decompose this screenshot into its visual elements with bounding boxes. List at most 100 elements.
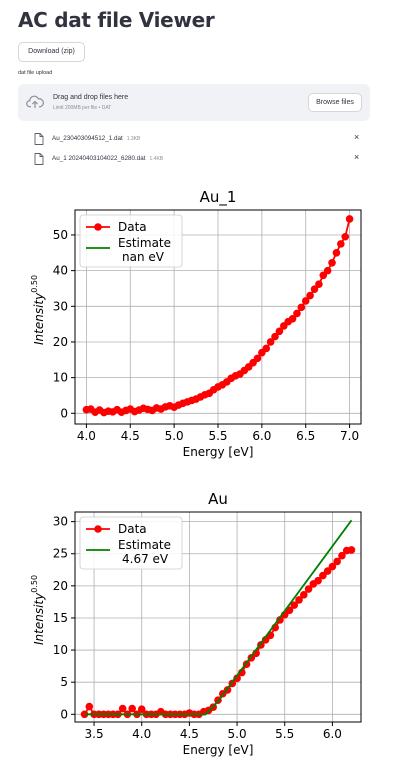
estimate-series-line (84, 519, 353, 716)
y-tick-label: 0 (60, 406, 68, 420)
y-axis-label: Intensity0.50 (30, 575, 46, 645)
file-dropzone[interactable]: Drag and drop files here Limit 200MB per… (18, 84, 370, 121)
data-point (301, 297, 310, 305)
uploaded-file-item: Au_1 20240403104022_6280.dat 1.4KB × (34, 152, 374, 166)
chart-title: Au_1 (200, 188, 237, 207)
x-tick-label: 6.0 (323, 727, 342, 741)
y-tick-label: 15 (53, 611, 68, 625)
legend-estimate-value: nan eV (122, 250, 165, 264)
x-tick-label: 6.0 (252, 429, 271, 443)
browse-files-button[interactable]: Browse files (308, 93, 362, 112)
data-point (276, 616, 284, 624)
y-axis-label-exponent: 0.50 (30, 275, 39, 293)
y-tick-label: 30 (53, 515, 68, 529)
y-axis-label: Intensity0.50 (30, 275, 46, 345)
file-icon (34, 132, 44, 150)
y-axis-label-exponent: 0.50 (30, 575, 39, 593)
y-tick-label: 30 (53, 299, 68, 313)
data-point (288, 314, 297, 323)
y-tick-label: 20 (53, 579, 68, 593)
y-tick-label: 0 (60, 707, 68, 721)
legend-estimate-label: Estimate (118, 236, 171, 250)
data-point (128, 704, 136, 713)
data-point (275, 327, 284, 336)
data-point (137, 705, 146, 713)
data-point (85, 702, 94, 711)
legend-data-marker (94, 525, 102, 533)
x-axis-label: Energy [eV] (183, 743, 254, 757)
data-point (323, 266, 332, 275)
app-title: AC dat file Viewer (18, 8, 215, 32)
chart-title: Au (208, 490, 228, 508)
plot-area (80, 519, 356, 719)
data-point (314, 576, 322, 585)
remove-file-button[interactable]: × (354, 152, 360, 162)
legend-data-label: Data (118, 220, 147, 234)
data-point (233, 674, 241, 683)
y-tick-label: 10 (53, 643, 68, 657)
plot-area (82, 215, 354, 417)
legend-data-label: Data (118, 522, 147, 536)
data-point (262, 344, 271, 353)
dropzone-limit: Limit 200MB per file • DAT (53, 105, 112, 111)
legend-data-marker (94, 223, 102, 231)
file-icon (34, 152, 44, 170)
legend-estimate-label: Estimate (118, 538, 171, 552)
x-tick-label: 3.5 (85, 727, 104, 741)
x-tick-label: 5.5 (208, 429, 227, 443)
y-tick-label: 25 (53, 547, 68, 561)
file-name: Au_1 20240403104022_6280.dat 1.4KB (52, 155, 164, 162)
uploader-label: dat file upload (18, 70, 53, 76)
y-tick-label: 10 (53, 371, 68, 385)
x-tick-label: 4.0 (132, 727, 151, 741)
data-point (293, 309, 301, 318)
data-point (333, 557, 341, 566)
remove-file-button[interactable]: × (354, 132, 360, 142)
data-point (290, 601, 299, 609)
file-name: Au_230403094512_1.dat 1.3KB (52, 135, 141, 142)
chart-au: Au 3.5 4.0 4.5 5.0 5.5 6.0 0 5 10 15 20 25 30 Energy [… (30, 490, 362, 757)
data-point (300, 591, 308, 599)
legend-estimate-value: 4.67 eV (122, 552, 169, 566)
plot-frame (74, 511, 362, 723)
y-tick-label: 40 (53, 264, 68, 278)
data-point (304, 585, 313, 593)
x-tick-label: 6.5 (296, 429, 315, 443)
data-point (337, 240, 345, 248)
x-tick-label: 5.0 (165, 429, 184, 443)
x-tick-label: 7.0 (340, 429, 359, 443)
data-point (328, 562, 337, 571)
dropzone-title: Drag and drop files here (53, 94, 129, 101)
data-point (253, 354, 262, 363)
x-tick-label: 5.0 (228, 727, 247, 741)
data-point (341, 232, 350, 241)
data-point (328, 258, 336, 267)
y-tick-label: 20 (53, 335, 68, 349)
data-point (347, 546, 356, 554)
x-axis-label: Energy [eV] (183, 445, 254, 459)
data-point (338, 551, 346, 560)
y-tick-label: 5 (60, 675, 68, 689)
data-point (118, 704, 127, 713)
legend-box (79, 214, 183, 268)
data-point (323, 567, 332, 575)
data-point (306, 291, 314, 300)
x-tick-label: 4.0 (77, 429, 96, 443)
data-point (345, 215, 354, 223)
x-tick-label: 4.5 (180, 727, 199, 741)
data-point (310, 285, 319, 293)
x-tick-label: 5.5 (275, 727, 294, 741)
data-point (297, 303, 306, 312)
y-tick-label: 50 (53, 228, 68, 242)
file-size: 1.3KB (126, 136, 141, 142)
file-size: 1.4KB (149, 156, 164, 162)
data-point (319, 571, 327, 580)
legend-box (79, 516, 183, 570)
data-point (271, 332, 279, 341)
download-zip-button[interactable]: Download (zip) (18, 42, 85, 62)
cloud-upload-icon (26, 94, 44, 114)
x-tick-label: 4.5 (121, 429, 140, 443)
data-point (315, 280, 323, 288)
uploaded-file-item: Au_230403094512_1.dat 1.3KB × (34, 132, 374, 146)
data-point (266, 338, 275, 346)
